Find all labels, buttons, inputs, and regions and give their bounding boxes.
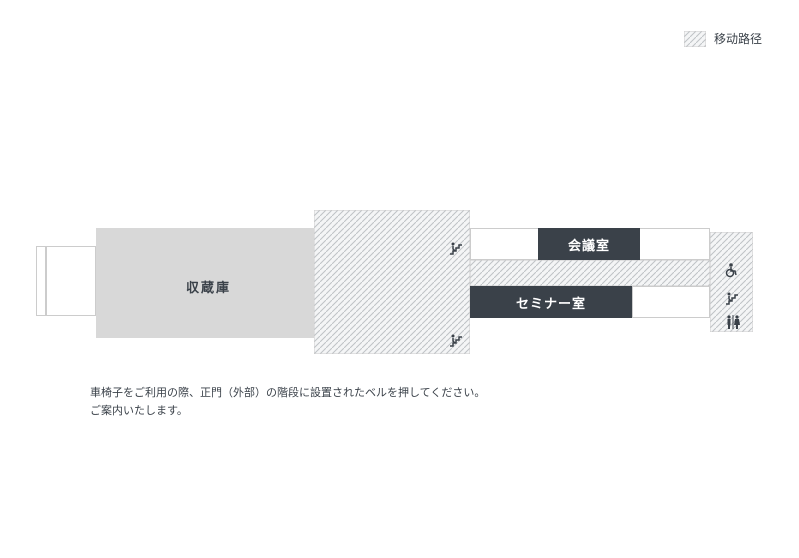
outline-block-right-of-seminar	[632, 286, 710, 318]
wheelchair-icon	[724, 262, 740, 283]
stairs-icon	[448, 240, 464, 261]
restroom-icon	[724, 314, 742, 335]
stairs-icon	[724, 290, 740, 311]
caption-line2: ご案内いたします。	[90, 405, 188, 417]
room-seminar: セミナー室	[470, 286, 632, 318]
path-area-main	[314, 210, 470, 354]
caption-line1: 車椅子をご利用の際、正門（外部）の階段に設置されたベルを押してください。	[90, 387, 485, 399]
stairs-icon	[448, 332, 464, 353]
path-area-strip	[470, 260, 710, 286]
outline-block-left	[46, 246, 96, 316]
legend-label: 移动路径	[714, 30, 762, 47]
room-storage-label: 収蔵庫	[186, 277, 231, 296]
caption-text: 車椅子をご利用の際、正門（外部）の階段に設置されたベルを押してください。 ご案内…	[90, 385, 485, 420]
room-seminar-label: セミナー室	[516, 293, 586, 312]
outline-block-farleft	[36, 246, 46, 316]
legend: 移动路径	[684, 30, 762, 47]
floor-plan: 移动路径 収蔵庫 会議室 セミナー室 車椅子をご利用の際、正門（外部）の階段に設…	[0, 0, 799, 558]
room-conference-label: 会議室	[568, 235, 610, 254]
legend-swatch	[684, 31, 706, 47]
room-conference: 会議室	[538, 228, 640, 260]
